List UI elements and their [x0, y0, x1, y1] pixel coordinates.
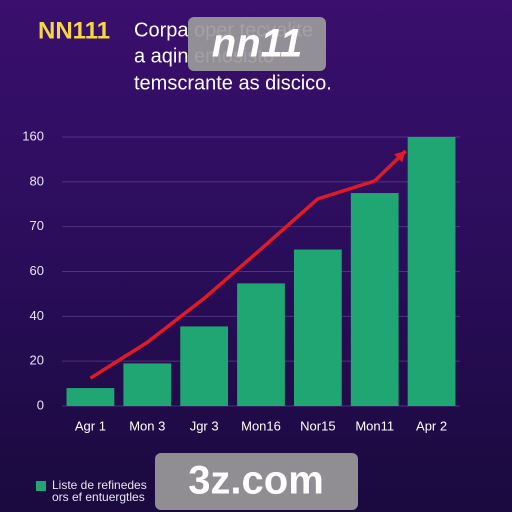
y-tick-label: 80	[30, 173, 44, 188]
logo: NN111	[38, 17, 110, 44]
watermark: nn11	[212, 22, 302, 66]
legend-label: Liste de refinedes	[52, 478, 147, 492]
x-tick-label: Apr 2	[416, 418, 447, 433]
watermark: 3z.com	[188, 459, 324, 503]
bar	[350, 193, 399, 406]
watermark-box	[188, 17, 326, 71]
x-tick-label: Agr 1	[75, 418, 106, 433]
legend-label: ors ef entuergtles	[52, 490, 145, 504]
watermark-box	[155, 453, 358, 510]
x-tick-label: Jgr 3	[190, 418, 219, 433]
legend-swatch	[36, 481, 46, 491]
y-tick-label: 60	[30, 263, 44, 278]
bar	[407, 137, 456, 406]
y-tick-label: 40	[30, 308, 44, 323]
bar	[123, 363, 172, 406]
bar	[180, 326, 229, 406]
x-tick-label: Nor15	[300, 418, 335, 433]
y-tick-label: 160	[22, 128, 44, 143]
x-tick-label: Mon11	[355, 418, 394, 433]
y-tick-label: 20	[30, 353, 44, 368]
trend-line	[89, 179, 376, 380]
bar	[66, 388, 115, 406]
bar	[237, 283, 285, 406]
arrow-head	[394, 150, 406, 163]
x-tick-label: Mon16	[241, 418, 281, 433]
title-line: temscrante as discico.	[134, 72, 332, 94]
x-tick-label: Mon 3	[129, 418, 165, 433]
y-tick-label: 70	[30, 218, 44, 233]
bar	[293, 249, 342, 406]
y-tick-label: 0	[37, 397, 44, 412]
